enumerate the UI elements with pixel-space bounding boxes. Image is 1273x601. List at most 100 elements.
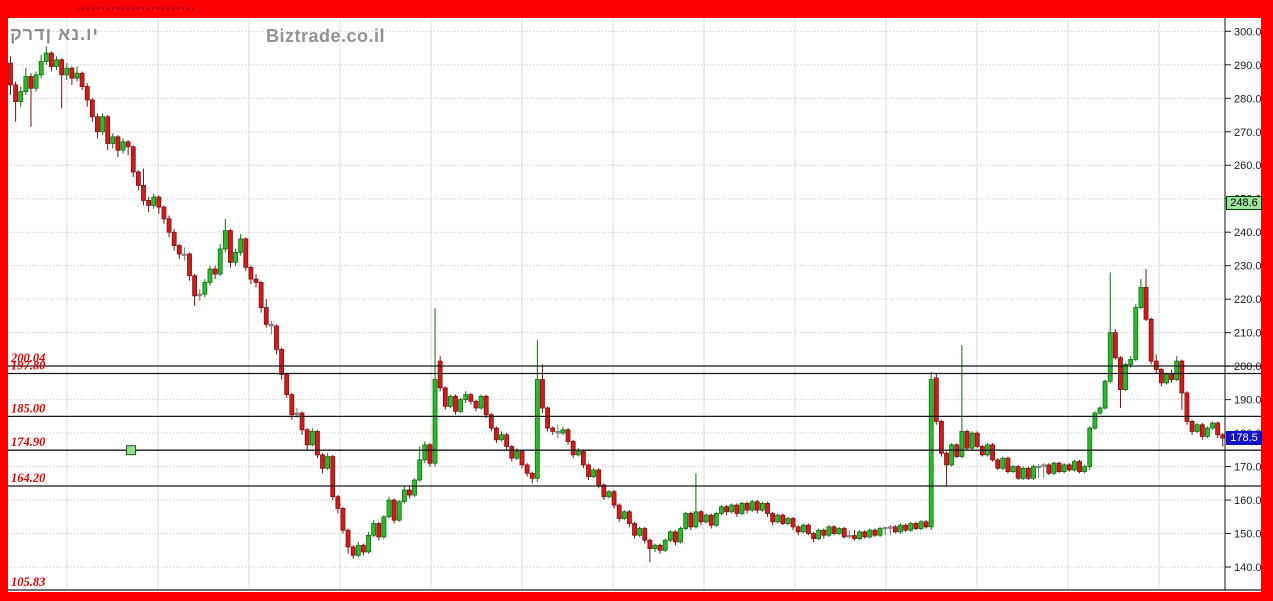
candle-body: [524, 464, 530, 474]
candle-body: [1051, 462, 1057, 474]
candle-body: [719, 506, 724, 514]
candle-body: [928, 379, 934, 528]
candle-body: [642, 528, 648, 541]
candle-body: [141, 184, 146, 201]
candle-body: [939, 420, 944, 454]
candle-body: [969, 432, 975, 449]
candle-body: [130, 146, 136, 173]
border-bottom: [0, 592, 1273, 601]
candle-body: [545, 407, 550, 429]
last-price-badge: 178.5: [1226, 431, 1262, 446]
candle-body: [698, 511, 704, 523]
candle-body: [432, 379, 438, 464]
candle-body: [898, 524, 903, 533]
axis-tick-label: 220.0: [1234, 294, 1262, 306]
candle-body: [289, 394, 295, 416]
candle-body: [765, 503, 770, 514]
axis-tick-label: 160.0: [1234, 495, 1262, 507]
border-left: [0, 0, 8, 601]
candle-body: [74, 72, 80, 79]
candle-body: [1020, 467, 1026, 479]
candle-body: [233, 251, 238, 263]
candle-body: [335, 496, 341, 509]
candle-body: [1005, 457, 1011, 473]
candle-body: [1158, 369, 1164, 384]
candle-body: [268, 323, 274, 327]
candle-body: [964, 431, 970, 449]
candle-body: [1148, 318, 1154, 362]
candle-body: [59, 59, 65, 76]
candle-body: [401, 489, 407, 503]
candle-body: [1220, 434, 1226, 439]
candle-body: [974, 432, 980, 447]
border-top: [0, 0, 1273, 18]
axis-tick-label: 140.0: [1234, 562, 1262, 574]
candle-body: [1143, 287, 1149, 320]
candle-body: [1097, 407, 1103, 414]
candle-body: [1112, 332, 1118, 359]
candle-body: [1174, 360, 1180, 380]
candle-body: [662, 539, 668, 551]
candle-body: [591, 469, 597, 478]
candle-body: [724, 506, 729, 513]
candle-body: [683, 513, 689, 529]
candle-body: [806, 524, 811, 534]
candle-body: [565, 429, 571, 442]
candle-body: [529, 472, 535, 479]
candle-body: [366, 534, 371, 553]
candle-body: [693, 511, 699, 528]
candle-body: [887, 526, 893, 529]
axis-tick-label: 210.0: [1234, 328, 1262, 340]
candle-body: [483, 395, 489, 416]
candle-body: [882, 527, 888, 530]
axis-tick-label: 230.0: [1234, 261, 1262, 273]
candle-body: [488, 414, 494, 429]
axis-tick-label: 200.0: [1234, 361, 1262, 373]
candle-body: [371, 523, 377, 536]
candle-body: [678, 528, 683, 543]
candle-body: [514, 451, 520, 459]
candle-body: [785, 518, 791, 524]
candle-body: [550, 427, 556, 432]
candle-body: [1066, 464, 1072, 471]
candle-body: [442, 387, 448, 407]
candle-body: [560, 429, 566, 434]
candle-body: [38, 61, 44, 76]
candle-body: [1061, 464, 1067, 473]
candle-body: [361, 544, 366, 553]
candle-body: [18, 91, 24, 103]
candle-body: [463, 394, 469, 401]
candle-body: [616, 504, 622, 519]
candle-body: [376, 523, 382, 538]
symbol-title: קרדן אנ.וי: [10, 24, 99, 44]
line-drag-handle[interactable]: [126, 445, 136, 456]
price-level-label: 174.90: [11, 435, 46, 449]
candle-body: [1010, 466, 1016, 473]
candle-body: [182, 253, 187, 256]
candle-body: [892, 526, 898, 533]
candle-body: [69, 67, 75, 79]
candle-body: [1205, 427, 1210, 437]
candle-body: [1015, 466, 1021, 479]
axis-tick-label: 260.0: [1234, 160, 1262, 172]
candle-body: [519, 451, 525, 466]
candle-body: [1036, 465, 1042, 469]
price-level-label: 197.80: [11, 359, 46, 373]
candle-body: [391, 499, 397, 521]
candle-body: [1077, 461, 1082, 473]
candle-body: [504, 434, 510, 447]
candle-body: [355, 544, 361, 556]
candle-body: [1215, 422, 1221, 436]
candle-body: [33, 74, 39, 89]
candle-body: [795, 526, 801, 533]
candle-body: [1123, 364, 1128, 390]
candle-body: [350, 546, 356, 556]
candle-body: [534, 379, 540, 479]
price-level-label: 185.00: [11, 401, 46, 415]
candle-body: [222, 230, 228, 250]
candle-body: [192, 275, 198, 297]
candle-body: [688, 513, 694, 528]
candle-body: [862, 531, 868, 538]
candle-body: [555, 431, 561, 434]
border-right: [1261, 0, 1273, 601]
